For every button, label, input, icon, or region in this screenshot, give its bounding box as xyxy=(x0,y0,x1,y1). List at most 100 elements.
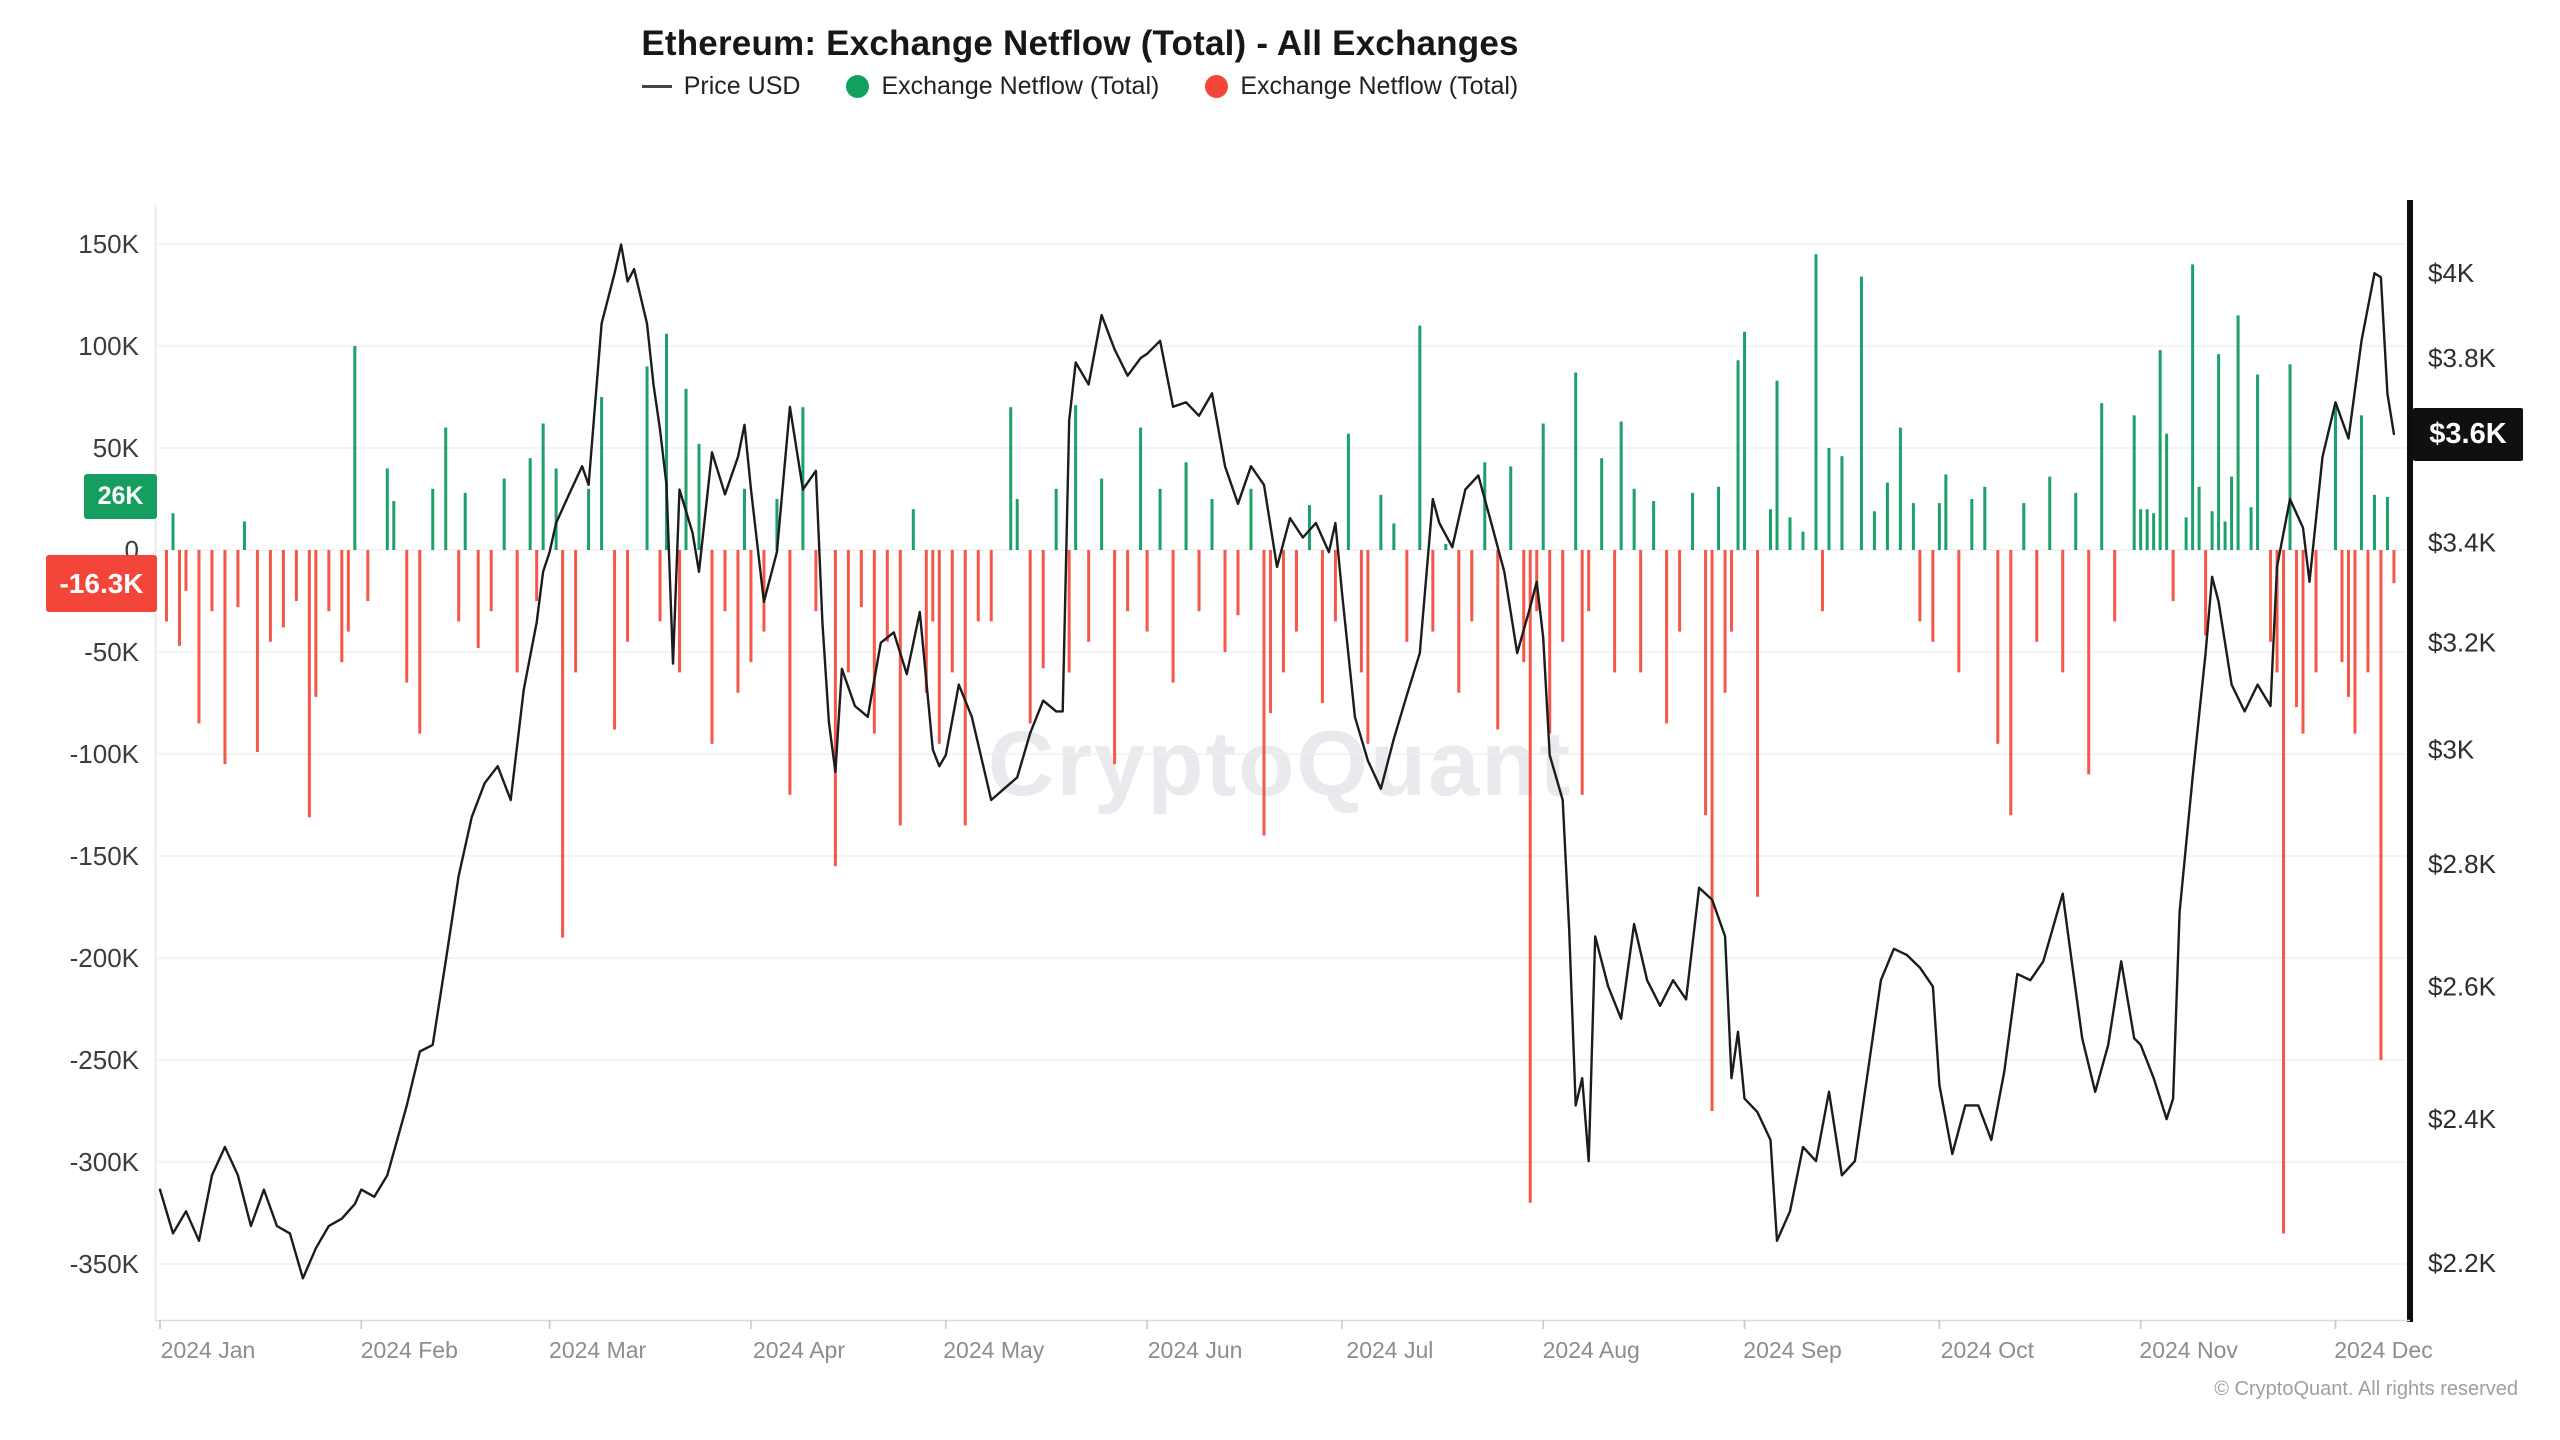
netflow-bar-positive xyxy=(684,388,688,550)
netflow-bar-positive xyxy=(2385,496,2389,550)
netflow-bar-negative xyxy=(833,550,837,867)
price-line xyxy=(158,243,2396,1280)
netflow-bar-positive xyxy=(2158,350,2162,550)
netflow-bar-positive xyxy=(2210,511,2214,550)
netflow-bar-negative xyxy=(281,550,285,628)
netflow-bar-negative xyxy=(515,550,519,673)
netflow-bar-positive xyxy=(1743,331,1747,550)
netflow-bar-negative xyxy=(327,550,331,612)
netflow-bar-positive xyxy=(697,443,701,550)
x-axis-month-label: 2024 Jul xyxy=(1346,1337,1433,1363)
netflow-bar-negative xyxy=(1820,550,1824,612)
netflow-bar-negative xyxy=(1320,550,1324,703)
netflow-bar-positive xyxy=(1970,499,1974,550)
netflow-bar-negative xyxy=(197,550,201,724)
cryptoquant-watermark: CryptoQuant xyxy=(987,713,1573,815)
netflow-bar-negative xyxy=(2269,550,2273,642)
netflow-bar-negative xyxy=(340,550,344,663)
right-axis-edge-line xyxy=(2407,200,2413,1322)
x-axis-month-label: 2024 Sep xyxy=(1743,1337,1841,1363)
latest-netflow-positive-badge: 26K xyxy=(84,474,157,519)
netflow-bar-positive xyxy=(1158,488,1162,550)
netflow-bar-positive xyxy=(1944,474,1948,550)
netflow-bar-negative xyxy=(574,550,578,673)
netflow-bar-positive xyxy=(2048,476,2052,550)
right-axis-tick-label: $3K xyxy=(2428,735,2475,765)
red-dot-icon xyxy=(1205,75,1229,98)
netflow-bar-positive xyxy=(2359,415,2363,550)
netflow-bar-negative xyxy=(476,550,480,648)
netflow-bar-negative xyxy=(255,550,259,752)
legend-label: Price USD xyxy=(683,72,801,100)
netflow-bar-negative xyxy=(1496,550,1500,730)
netflow-bar-positive xyxy=(1652,501,1656,550)
left-axis-tick-label: 150K xyxy=(78,229,139,259)
x-axis-month-label: 2024 Mar xyxy=(549,1337,647,1363)
netflow-bar-negative xyxy=(535,550,539,601)
netflow-bar-negative xyxy=(2353,550,2357,734)
netflow-bar-negative xyxy=(1639,550,1643,673)
netflow-bar-positive xyxy=(1801,531,1805,550)
netflow-bar-negative xyxy=(1113,550,1117,765)
netflow-bar-positive xyxy=(1827,448,1831,550)
netflow-bar-negative xyxy=(1535,550,1539,612)
netflow-bar-negative xyxy=(2087,550,2091,775)
netflow-bar-positive xyxy=(1885,482,1889,550)
netflow-bar-positive xyxy=(1872,511,1876,550)
netflow-bar-negative xyxy=(223,550,227,765)
latest-price-badge: $3.6K xyxy=(2413,408,2523,461)
right-axis-tick-label: $2.4K xyxy=(2428,1104,2497,1134)
netflow-bar-negative xyxy=(184,550,188,591)
netflow-bar-negative xyxy=(1957,550,1961,673)
left-axis-tick-label: -150K xyxy=(70,841,140,871)
legend-item-netflow-positive[interactable]: Exchange Netflow (Total) xyxy=(846,72,1159,101)
netflow-bar-negative xyxy=(937,550,941,744)
netflow-bar-positive xyxy=(1249,488,1253,550)
netflow-bar-positive xyxy=(1509,466,1513,550)
netflow-bar-positive xyxy=(2230,476,2234,550)
netflow-bar-positive xyxy=(1015,499,1019,550)
netflow-bar-negative xyxy=(1281,550,1285,673)
netflow-bar-negative xyxy=(2392,550,2396,584)
netflow-bar-negative xyxy=(613,550,617,730)
netflow-bar-positive xyxy=(502,478,506,550)
left-axis-tick-label: -50K xyxy=(84,637,140,667)
netflow-bar-negative xyxy=(2379,550,2383,1060)
x-axis-month-label: 2024 Jan xyxy=(161,1337,256,1363)
netflow-bar-negative xyxy=(457,550,461,622)
netflow-bar-negative xyxy=(1262,550,1266,836)
netflow-bar-positive xyxy=(463,492,467,550)
legend-item-price[interactable]: Price USD xyxy=(641,72,801,101)
left-axis-tick-label: 100K xyxy=(78,331,139,361)
netflow-bar-positive xyxy=(2372,494,2376,550)
netflow-bar-positive xyxy=(2100,403,2104,550)
netflow-bar-negative xyxy=(1548,550,1552,734)
left-axis-tick-label: -200K xyxy=(70,943,140,973)
netflow-bar-positive xyxy=(2022,503,2026,550)
legend-item-netflow-negative[interactable]: Exchange Netflow (Total) xyxy=(1205,72,1518,101)
netflow-bar-negative xyxy=(2035,550,2039,642)
netflow-bar-positive xyxy=(1983,486,1987,550)
netflow-bar-positive xyxy=(2249,507,2253,550)
netflow-bar-negative xyxy=(1470,550,1474,622)
netflow-bar-positive xyxy=(1574,372,1578,550)
netflow-bar-negative xyxy=(1366,550,1370,744)
netflow-bar-negative xyxy=(164,550,168,622)
netflow-bar-positive xyxy=(1911,503,1915,550)
x-axis-month-label: 2024 Nov xyxy=(2139,1337,2238,1363)
right-axis-tick-label: $3.2K xyxy=(2428,628,2497,658)
netflow-bar-negative xyxy=(1613,550,1617,673)
netflow-bar-positive xyxy=(801,407,805,550)
netflow-bar-negative xyxy=(814,550,818,612)
netflow-bar-negative xyxy=(1665,550,1669,724)
netflow-bar-negative xyxy=(931,550,935,622)
netflow-bar-negative xyxy=(366,550,370,601)
netflow-bar-positive xyxy=(1619,421,1623,550)
netflow-bar-negative xyxy=(489,550,493,612)
right-axis-tick-label: $3.4K xyxy=(2428,527,2497,557)
netflow-bar-positive xyxy=(1139,427,1143,550)
right-axis-tick-label: $2.6K xyxy=(2428,972,2497,1002)
netflow-bar-negative xyxy=(1145,550,1149,632)
netflow-bar-negative xyxy=(1197,550,1201,612)
